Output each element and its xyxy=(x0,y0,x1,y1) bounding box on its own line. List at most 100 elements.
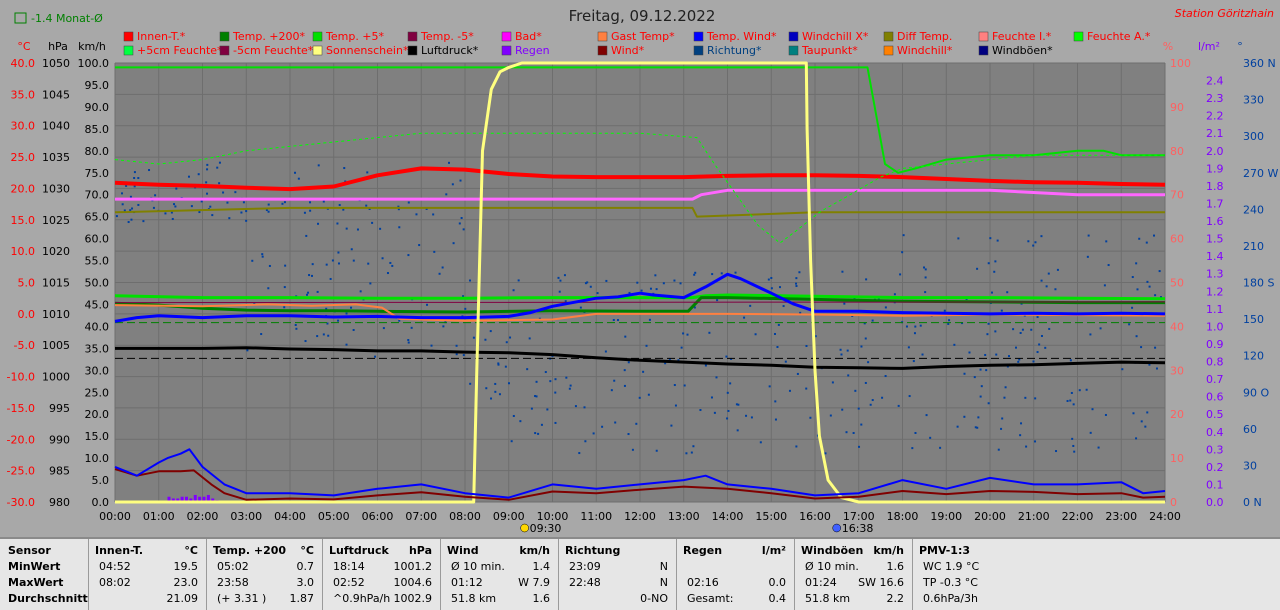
direction-point xyxy=(261,253,264,256)
direction-point xyxy=(565,376,568,379)
legend-swatch xyxy=(312,31,323,42)
direction-point xyxy=(1019,331,1022,334)
direction-point xyxy=(1006,291,1009,294)
direction-point xyxy=(535,380,538,383)
direction-point xyxy=(459,179,462,182)
stats-block: Luftdruck hPa 18:14 1001.2 02:52 1004.6 ^0.9hP… xyxy=(322,539,440,610)
temp-tick-label: 25.0 xyxy=(11,151,36,164)
direction-point xyxy=(245,219,248,222)
direction-point xyxy=(253,302,256,305)
stats-block: Temp. +200 °C 05:02 0.7 23:58 3.0 (+ 3.31 ) 1.8… xyxy=(206,539,322,610)
direction-point xyxy=(631,448,634,451)
rain-tick-label: 0.0 xyxy=(1206,496,1224,509)
direction-point xyxy=(1104,413,1107,416)
legend-swatch xyxy=(978,31,989,42)
direction-point xyxy=(693,306,696,309)
direction-point xyxy=(899,273,902,276)
stats-value: 19.5 xyxy=(173,560,199,573)
direction-point xyxy=(350,248,353,251)
direction-point xyxy=(919,324,922,327)
direction-point xyxy=(1014,346,1017,349)
direction-point xyxy=(628,291,631,294)
rain-bar xyxy=(206,494,210,502)
series-line xyxy=(114,293,1166,301)
direction-point xyxy=(997,448,1000,451)
direction-point xyxy=(1153,234,1156,237)
direction-point xyxy=(464,307,467,310)
direction-point xyxy=(557,276,560,279)
direction-point xyxy=(343,167,346,170)
direction-point xyxy=(976,426,979,429)
direction-point xyxy=(1019,434,1022,437)
direction-point xyxy=(841,270,844,273)
legend-label: Feuchte A.* xyxy=(1087,30,1151,43)
direction-point xyxy=(654,274,657,277)
legend-label: Windböen* xyxy=(992,44,1053,57)
series-line xyxy=(115,66,1165,174)
legend-swatch xyxy=(693,31,704,42)
direction-point xyxy=(1045,285,1048,288)
direction-point xyxy=(407,341,410,344)
direction-point xyxy=(583,406,586,409)
direction-point xyxy=(1021,328,1024,331)
direction-point xyxy=(636,281,639,284)
temp-tick-label: -25.0 xyxy=(7,465,35,478)
direction-point xyxy=(623,369,626,372)
direction-point xyxy=(494,390,497,393)
sunset-icon xyxy=(832,523,841,533)
direction-point xyxy=(173,203,176,206)
x-tick-label: 05:00 xyxy=(318,510,350,523)
speed-tick-label: 0.0 xyxy=(92,496,110,509)
direction-point xyxy=(295,327,298,330)
weather-chart: 00:00 01:00 02:00 03:00 04:00 05:00 06:00 07:00… xyxy=(6,7,1279,535)
direction-point xyxy=(1055,450,1058,453)
legend-label: Richtung* xyxy=(707,44,762,57)
direction-point xyxy=(795,445,798,448)
rain-bar xyxy=(167,496,171,502)
direction-point xyxy=(468,279,471,282)
direction-point xyxy=(694,271,697,274)
axes: 00:00 01:00 02:00 03:00 04:00 05:00 06:00 07:00… xyxy=(7,40,1279,535)
direction-point xyxy=(530,407,533,410)
direction-point xyxy=(1085,388,1088,391)
direction-point xyxy=(512,414,515,417)
x-tick-label: 16:00 xyxy=(799,510,831,523)
percent-tick-label: 60 xyxy=(1170,233,1184,246)
temp-tick-label: 35.0 xyxy=(11,88,36,101)
direction-point xyxy=(1034,397,1037,400)
rain-tick-label: 1.8 xyxy=(1206,180,1224,193)
direction-point xyxy=(337,319,340,322)
percent-tick-label: 10 xyxy=(1170,452,1184,465)
direction-point xyxy=(924,291,927,294)
direction-point xyxy=(462,295,465,298)
rain-tick-label: 2.3 xyxy=(1206,92,1224,105)
stats-block-unit: km/h xyxy=(519,544,550,557)
direction-point xyxy=(610,389,613,392)
rain-tick-label: 1.1 xyxy=(1206,303,1224,316)
x-tick-label: 23:00 xyxy=(1105,510,1137,523)
direction-point xyxy=(1040,334,1043,337)
direction-point xyxy=(984,353,987,356)
speed-tick-label: 75.0 xyxy=(85,167,110,180)
direction-point xyxy=(699,409,702,412)
chart-title: Freitag, 09.12.2022 xyxy=(569,7,716,25)
temp-tick-label: 10.0 xyxy=(11,245,36,258)
direction-point xyxy=(337,251,340,254)
percent-tick-label: 0 xyxy=(1170,496,1177,509)
stats-block: Regen l/m² 02:16 0.0 Gesamt: 0.4 xyxy=(676,539,794,610)
direction-point xyxy=(840,353,843,356)
rain-tick-label: 1.4 xyxy=(1206,250,1224,263)
direction-point xyxy=(693,273,696,276)
stats-value: 1002.9 xyxy=(393,592,433,605)
direction-point xyxy=(1048,327,1051,330)
direction-point xyxy=(1036,351,1039,354)
direction-point xyxy=(750,416,753,419)
direction-point xyxy=(977,416,980,419)
direction-point xyxy=(1071,437,1074,440)
direction-point xyxy=(914,325,917,328)
direction-point xyxy=(726,417,729,420)
legend-label: Windchill* xyxy=(897,44,953,57)
direction-point xyxy=(432,213,435,216)
stats-time: 23:58 xyxy=(217,576,249,589)
direction-point xyxy=(558,290,561,293)
